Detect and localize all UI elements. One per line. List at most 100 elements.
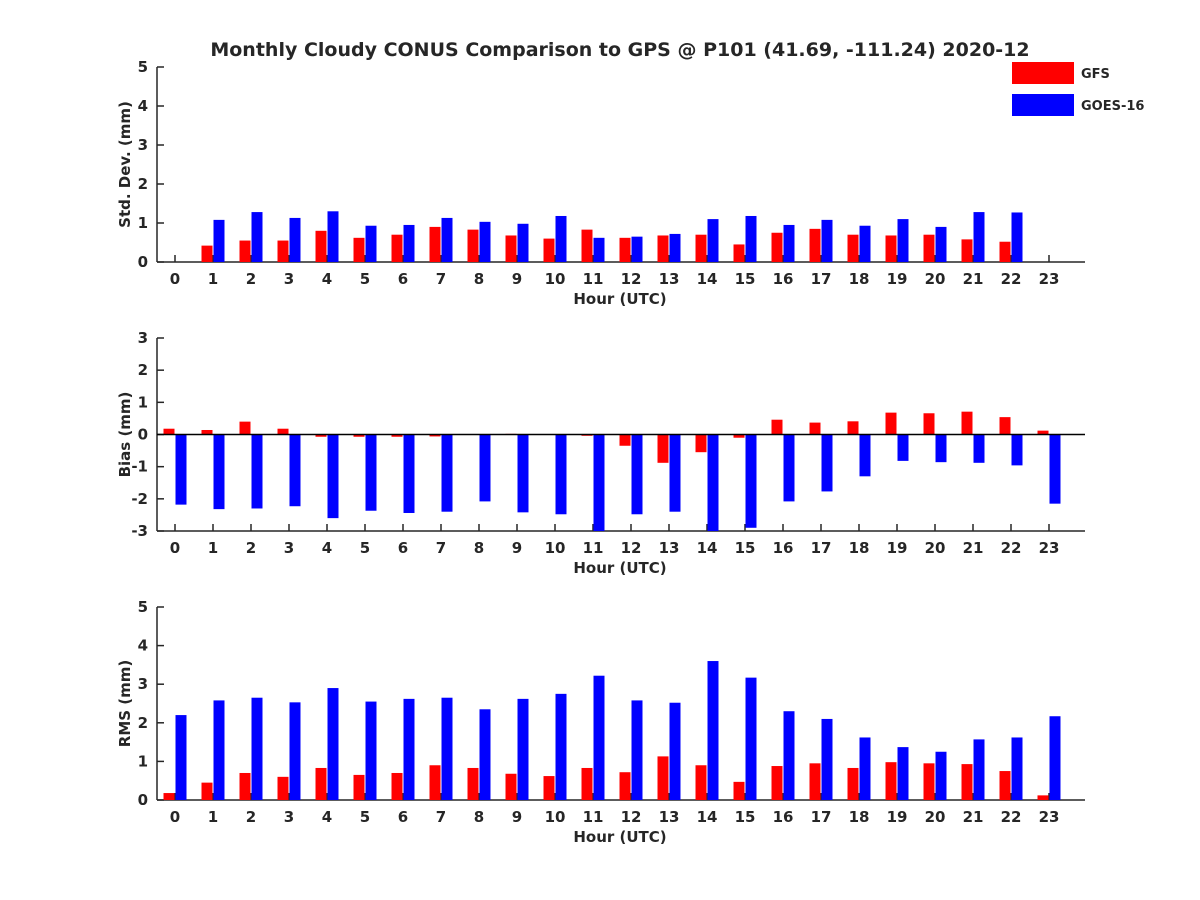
- gfs-bar: [391, 234, 403, 262]
- gfs-bar: [657, 235, 669, 262]
- goes16-bar: [631, 236, 643, 262]
- goes16-bar: [593, 675, 605, 800]
- gfs-bar: [239, 772, 251, 800]
- gfs-bar: [543, 776, 555, 800]
- gfs-bar: [619, 772, 631, 800]
- goes16-bar: [745, 677, 757, 800]
- gfs-bar: [999, 771, 1011, 800]
- goes16-bar: [859, 225, 871, 262]
- goes16-bar: [821, 718, 833, 800]
- x-tick-label: 6: [398, 539, 408, 557]
- gfs-bar: [391, 434, 403, 437]
- goes16-bar: [631, 434, 643, 515]
- x-tick-label: 18: [849, 808, 870, 826]
- gfs-bar: [467, 767, 479, 800]
- goes16-bar: [555, 215, 567, 262]
- x-tick-label: 1: [208, 539, 218, 557]
- x-tick-label: 20: [925, 808, 946, 826]
- goes16-bar: [707, 219, 719, 262]
- x-tick-label: 6: [398, 808, 408, 826]
- gfs-bar: [505, 235, 517, 262]
- goes16-bar: [517, 223, 529, 262]
- goes16-bar: [327, 211, 339, 262]
- y-tick-label: 2: [138, 175, 148, 193]
- x-tick-label: 18: [849, 270, 870, 288]
- y-tick-label: 5: [138, 58, 148, 76]
- x-tick-label: 12: [621, 270, 642, 288]
- y-tick-label: 5: [138, 598, 148, 616]
- gfs-bar: [847, 234, 859, 262]
- x-tick-label: 19: [887, 808, 908, 826]
- goes16-bar: [441, 434, 453, 512]
- y-tick-label: 3: [138, 136, 148, 154]
- legend-label: GFS: [1081, 67, 1110, 82]
- x-tick-label: 14: [697, 808, 718, 826]
- gfs-bar: [201, 429, 213, 435]
- x-tick-label: 5: [360, 539, 370, 557]
- y-tick-label: 2: [138, 714, 148, 732]
- gfs-bar: [619, 434, 631, 446]
- goes16-bar: [669, 702, 681, 800]
- goes16-bar: [593, 434, 605, 531]
- gfs-bar: [201, 782, 213, 800]
- gfs-bar: [581, 767, 593, 800]
- x-tick-label: 11: [583, 539, 604, 557]
- y-tick-label: 2: [138, 361, 148, 379]
- gfs-bar: [505, 773, 517, 800]
- goes16-bar: [859, 737, 871, 800]
- x-tick-label: 16: [773, 539, 794, 557]
- x-axis-label: Hour (UTC): [573, 559, 666, 577]
- gfs-bar: [961, 764, 973, 800]
- goes16-bar: [1011, 434, 1023, 466]
- x-tick-label: 4: [322, 270, 332, 288]
- x-tick-label: 9: [512, 808, 522, 826]
- x-tick-label: 0: [170, 539, 180, 557]
- x-tick-label: 20: [925, 270, 946, 288]
- chart-title: Monthly Cloudy CONUS Comparison to GPS @…: [210, 39, 1029, 61]
- x-tick-label: 5: [360, 270, 370, 288]
- goes16-bar: [251, 212, 263, 262]
- gfs-bar: [1037, 430, 1049, 435]
- gfs-bar: [657, 434, 669, 463]
- goes16-bar: [783, 224, 795, 262]
- x-tick-label: 10: [545, 539, 566, 557]
- gfs-bar: [315, 230, 327, 262]
- goes16-bar: [403, 434, 415, 513]
- goes16-bar: [289, 702, 301, 800]
- x-tick-label: 2: [246, 539, 256, 557]
- goes16-bar: [403, 224, 415, 262]
- y-tick-label: 0: [138, 791, 148, 809]
- goes16-bar: [1011, 737, 1023, 800]
- goes16-bar: [821, 434, 833, 492]
- y-tick-label: 4: [138, 97, 148, 115]
- goes16-bar: [935, 226, 947, 262]
- gfs-bar: [847, 421, 859, 435]
- goes16-bar: [289, 217, 301, 262]
- x-tick-label: 1: [208, 270, 218, 288]
- gfs-bar: [923, 413, 935, 435]
- goes16-bar: [289, 434, 301, 507]
- x-tick-label: 23: [1039, 270, 1060, 288]
- goes16-bar: [669, 434, 681, 512]
- goes16-bar: [745, 434, 757, 528]
- gfs-bar: [353, 237, 365, 262]
- x-tick-label: 10: [545, 270, 566, 288]
- legend-swatch: [1012, 94, 1074, 116]
- x-tick-label: 9: [512, 270, 522, 288]
- x-tick-label: 9: [512, 539, 522, 557]
- goes16-bar: [365, 434, 377, 511]
- y-tick-label: 1: [138, 393, 148, 411]
- gfs-bar: [885, 235, 897, 262]
- x-tick-label: 4: [322, 808, 332, 826]
- gfs-bar: [961, 239, 973, 262]
- goes16-bar: [1049, 716, 1061, 800]
- x-tick-label: 8: [474, 539, 484, 557]
- x-tick-label: 11: [583, 808, 604, 826]
- gfs-bar: [923, 763, 935, 800]
- x-tick-label: 8: [474, 270, 484, 288]
- goes16-bar: [403, 698, 415, 800]
- goes16-bar: [479, 221, 491, 262]
- legend: GFS GOES-16: [1012, 62, 1144, 116]
- x-tick-label: 14: [697, 270, 718, 288]
- gfs-bar: [809, 228, 821, 262]
